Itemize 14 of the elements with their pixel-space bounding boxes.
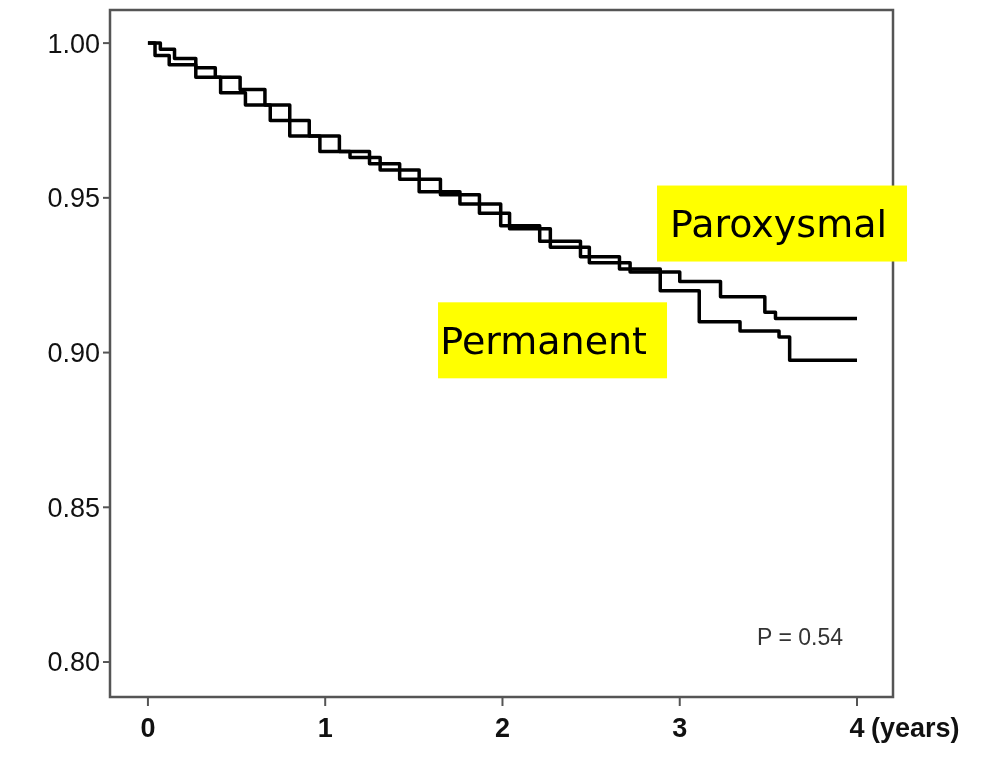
- x-tick-label: 0: [140, 713, 156, 743]
- series-label: Permanent: [440, 318, 648, 363]
- x-axis-title: (years): [871, 713, 960, 743]
- y-tick-label: 0.80: [47, 647, 100, 678]
- x-tick-label: 4: [849, 713, 865, 743]
- x-tick-label: 2: [494, 713, 510, 743]
- y-tick-label: 0.95: [47, 183, 100, 214]
- annotation: P = 0.54: [757, 624, 844, 650]
- x-tick-label: 3: [672, 713, 688, 743]
- y-tick-label: 0.90: [47, 338, 100, 369]
- y-tick-label: 1.00: [47, 28, 100, 59]
- series-label: Paroxysmal: [670, 201, 888, 246]
- x-tick-label: 1: [317, 713, 333, 743]
- y-tick-label: 0.85: [47, 492, 100, 523]
